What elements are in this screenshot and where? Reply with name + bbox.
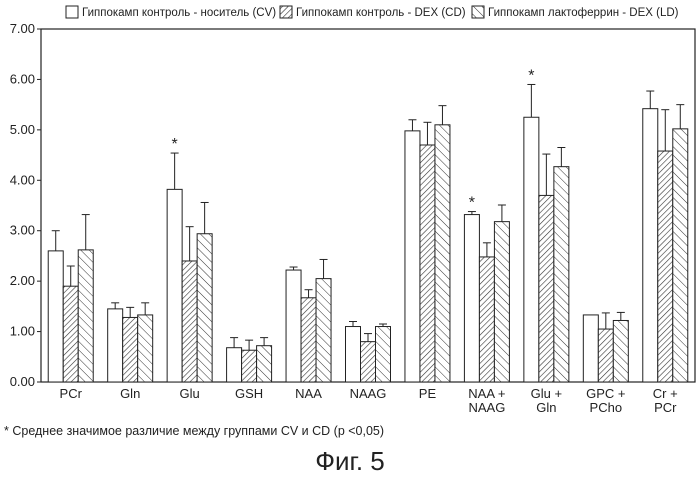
bar bbox=[524, 117, 539, 382]
x-tick-label: NAA bbox=[295, 386, 322, 401]
significance-marker: * bbox=[172, 136, 178, 153]
bar bbox=[108, 309, 123, 382]
bar bbox=[182, 261, 197, 382]
bar bbox=[376, 327, 391, 382]
bar bbox=[479, 257, 494, 382]
significance-marker: * bbox=[528, 67, 534, 84]
bar bbox=[316, 279, 331, 382]
bar bbox=[138, 315, 153, 382]
legend-label: Гиппокамп контроль - носитель (CV) bbox=[82, 7, 276, 19]
bar bbox=[227, 348, 242, 382]
bar bbox=[405, 131, 420, 382]
bar bbox=[286, 270, 301, 382]
bar bbox=[48, 251, 63, 382]
y-tick-label: 4.00 bbox=[10, 172, 35, 187]
y-tick-label: 3.00 bbox=[10, 223, 35, 238]
legend-swatch bbox=[280, 6, 292, 18]
significance-marker: * bbox=[469, 195, 475, 212]
bar bbox=[167, 189, 182, 382]
x-tick-label: Glu +Gln bbox=[531, 386, 562, 415]
bar bbox=[583, 315, 598, 382]
figure-caption: Фиг. 5 bbox=[0, 446, 700, 477]
bar bbox=[598, 329, 613, 382]
bar bbox=[242, 350, 257, 382]
legend-label: Гиппокамп лактоферрин - DEX (LD) bbox=[488, 7, 679, 19]
bar bbox=[420, 145, 435, 382]
legend-label: Гиппокамп контроль - DEX (CD) bbox=[296, 7, 466, 19]
legend-swatch bbox=[66, 6, 78, 18]
legend: Гиппокамп контроль - носитель (CV) Гиппок… bbox=[66, 6, 679, 19]
y-tick-label: 0.00 bbox=[10, 374, 35, 389]
x-tick-label: Cr +PCr bbox=[653, 386, 678, 415]
bar bbox=[361, 342, 376, 382]
bar bbox=[539, 195, 554, 382]
bar bbox=[63, 286, 78, 382]
bar bbox=[346, 327, 361, 382]
bar bbox=[301, 298, 316, 382]
x-tick-label: Gln bbox=[120, 386, 140, 401]
y-tick-label: 5.00 bbox=[10, 122, 35, 137]
bar bbox=[554, 167, 569, 382]
bar bbox=[197, 234, 212, 382]
bar bbox=[673, 129, 688, 382]
y-tick-label: 6.00 bbox=[10, 71, 35, 86]
bar bbox=[613, 320, 628, 382]
bar bbox=[435, 125, 450, 382]
bar bbox=[658, 151, 673, 382]
bar-chart: 0.00 1.00 2.00 3.00 4.00 5.00 6.00 7.00 PCr Gln Gl… bbox=[0, 0, 700, 420]
x-tick-label: PCr bbox=[60, 386, 83, 401]
y-tick-label: 7.00 bbox=[10, 21, 35, 36]
y-tick-label: 2.00 bbox=[10, 273, 35, 288]
x-tick-label: Glu bbox=[180, 386, 200, 401]
x-tick-label: GPC +PCho bbox=[586, 386, 625, 415]
y-tick-label: 1.00 bbox=[10, 324, 35, 339]
bar bbox=[78, 250, 93, 382]
significance-footnote: * Среднее значимое различие между группа… bbox=[4, 424, 384, 438]
x-tick-label: GSH bbox=[235, 386, 263, 401]
bar bbox=[494, 222, 509, 382]
bar bbox=[123, 317, 138, 382]
bar bbox=[464, 215, 479, 382]
x-tick-label: PE bbox=[419, 386, 437, 401]
bar bbox=[257, 346, 272, 382]
bar bbox=[643, 109, 658, 382]
x-tick-label: NAA +NAAG bbox=[468, 386, 505, 415]
legend-swatch bbox=[472, 6, 484, 18]
x-tick-label: NAAG bbox=[350, 386, 387, 401]
